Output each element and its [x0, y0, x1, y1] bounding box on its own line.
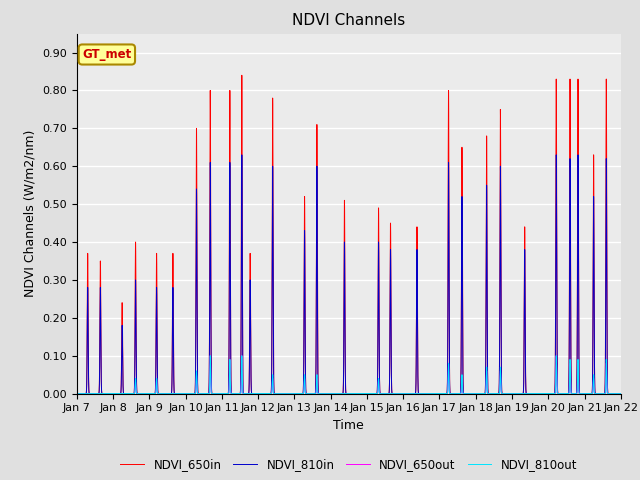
Line: NDVI_810out: NDVI_810out: [77, 356, 621, 394]
NDVI_810in: [400, 391, 408, 396]
NDVI_650in: [617, 391, 625, 396]
NDVI_650out: [358, 391, 366, 396]
NDVI_810out: [617, 391, 625, 396]
NDVI_650in: [357, 391, 365, 396]
NDVI_810out: [474, 391, 481, 396]
NDVI_650out: [617, 391, 625, 396]
NDVI_810in: [617, 391, 625, 396]
X-axis label: Time: Time: [333, 419, 364, 432]
Line: NDVI_650in: NDVI_650in: [77, 75, 621, 394]
NDVI_650in: [400, 391, 408, 396]
NDVI_810in: [552, 152, 560, 158]
NDVI_810in: [303, 391, 310, 396]
NDVI_810out: [400, 391, 408, 396]
NDVI_650in: [238, 72, 246, 78]
NDVI_650out: [108, 391, 116, 396]
Line: NDVI_810in: NDVI_810in: [77, 155, 621, 394]
NDVI_650out: [303, 391, 310, 396]
NDVI_810in: [89, 391, 97, 396]
NDVI_810out: [207, 353, 214, 359]
Y-axis label: NDVI Channels (W/m2/nm): NDVI Channels (W/m2/nm): [24, 130, 36, 297]
Line: NDVI_650out: NDVI_650out: [77, 356, 621, 394]
NDVI_650in: [89, 391, 97, 396]
NDVI_810in: [357, 391, 365, 396]
NDVI_810out: [358, 391, 366, 396]
NDVI_810out: [73, 391, 81, 396]
NDVI_650out: [400, 391, 408, 396]
NDVI_810in: [474, 391, 481, 396]
NDVI_650out: [474, 391, 481, 396]
NDVI_810in: [358, 391, 366, 396]
NDVI_810out: [89, 391, 97, 396]
NDVI_810out: [108, 391, 116, 396]
Title: NDVI Channels: NDVI Channels: [292, 13, 405, 28]
NDVI_650in: [108, 391, 116, 396]
NDVI_810in: [73, 391, 81, 396]
NDVI_810out: [303, 391, 310, 396]
Text: GT_met: GT_met: [82, 48, 131, 61]
NDVI_650in: [303, 391, 310, 396]
NDVI_650in: [73, 391, 81, 396]
NDVI_650in: [358, 391, 366, 396]
NDVI_650out: [73, 391, 81, 396]
NDVI_650out: [89, 391, 97, 396]
NDVI_650in: [474, 391, 481, 396]
NDVI_810in: [108, 391, 116, 396]
NDVI_650out: [207, 353, 214, 359]
Legend: NDVI_650in, NDVI_810in, NDVI_650out, NDVI_810out: NDVI_650in, NDVI_810in, NDVI_650out, NDV…: [116, 454, 582, 476]
